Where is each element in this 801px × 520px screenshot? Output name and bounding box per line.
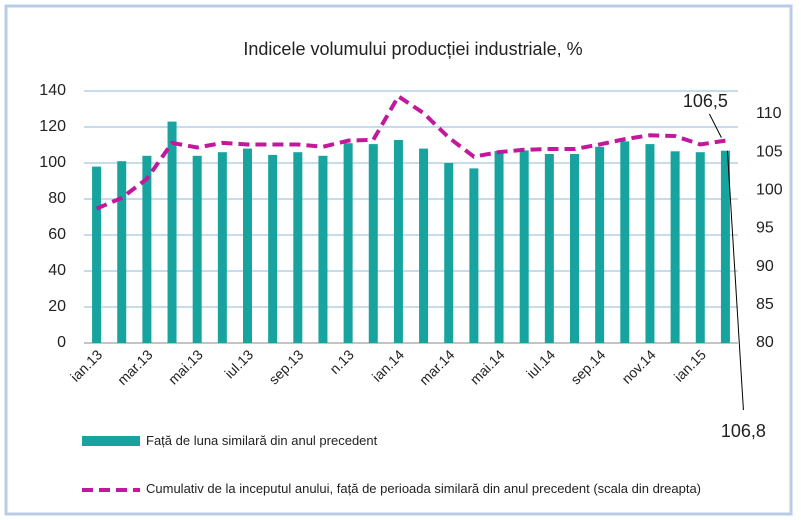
bar — [544, 154, 554, 343]
bar — [444, 163, 454, 343]
y2-tick-label: 100 — [756, 181, 783, 198]
bar — [293, 152, 303, 343]
y-tick-label: 0 — [57, 334, 66, 351]
bar — [645, 144, 655, 343]
bar — [695, 152, 705, 343]
bar — [494, 150, 504, 343]
bar — [620, 141, 630, 343]
legend-label: Față de luna similară din anul precedent — [146, 433, 378, 448]
y2-tick-label: 95 — [756, 220, 774, 237]
y2-tick-label: 85 — [756, 296, 774, 313]
bar — [393, 139, 403, 343]
bar — [167, 121, 177, 343]
leader-line — [708, 113, 722, 138]
bar — [519, 150, 529, 343]
y-tick-label: 40 — [48, 262, 66, 279]
bar — [720, 150, 730, 343]
bar — [92, 166, 102, 343]
bar — [117, 161, 127, 343]
y2-tick-label: 90 — [756, 258, 774, 275]
bar — [192, 155, 202, 343]
chart-title: Indicele volumului producției industrial… — [243, 39, 582, 59]
y2-tick-label: 110 — [756, 105, 782, 122]
line — [95, 93, 726, 211]
bar — [469, 168, 479, 343]
y-tick-label: 20 — [48, 298, 66, 315]
legend: Față de luna similară din anul precedent… — [146, 433, 702, 496]
data-label: 106,5 — [683, 91, 728, 111]
y-tick-label: 80 — [48, 190, 66, 207]
bar — [318, 155, 328, 343]
y-tick-label: 140 — [39, 82, 66, 99]
y2-tick-label: 105 — [756, 143, 783, 160]
leader-line — [726, 150, 744, 411]
bar — [595, 146, 605, 343]
bar — [368, 144, 378, 343]
bar — [243, 148, 252, 343]
bar — [570, 154, 579, 343]
legend-swatch — [82, 436, 140, 446]
y-tick-label: 100 — [39, 154, 66, 171]
bar — [670, 151, 680, 343]
bar — [419, 148, 429, 343]
legend-label: Cumulativ de la inceputul anului, față d… — [146, 481, 702, 496]
y2-tick-label: 80 — [756, 334, 774, 351]
data-label: 106,8 — [721, 421, 766, 441]
bar — [343, 143, 353, 343]
bar — [268, 154, 278, 343]
bar — [142, 155, 152, 343]
y-tick-label: 120 — [39, 118, 66, 135]
bar — [217, 152, 227, 343]
y-tick-label: 60 — [48, 226, 66, 243]
